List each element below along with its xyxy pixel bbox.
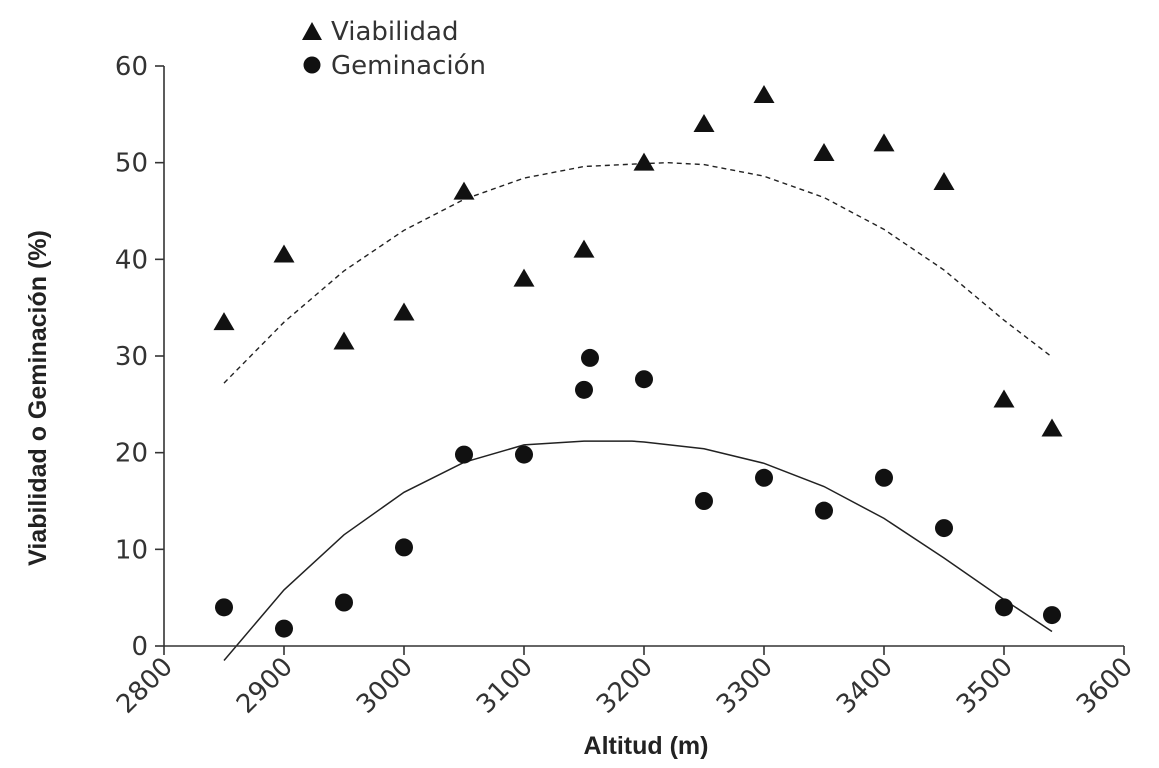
viabilidad-point bbox=[993, 389, 1015, 408]
geminacion-point bbox=[455, 445, 473, 464]
fit-curves bbox=[223, 161, 1053, 661]
y-tick-label: 40 bbox=[115, 245, 148, 275]
geminacion-point bbox=[755, 468, 773, 487]
geminacion-point bbox=[275, 619, 293, 638]
legend-label-viabilidad: Viabilidad bbox=[331, 17, 459, 47]
x-tick-label: 3100 bbox=[471, 652, 539, 720]
x-tick-label: 3600 bbox=[1071, 652, 1139, 720]
viabilidad-point bbox=[813, 143, 835, 161]
viabilidad-point bbox=[453, 181, 475, 200]
geminacion-point bbox=[695, 492, 713, 510]
x-tick-label: 3200 bbox=[591, 652, 659, 720]
x-tick-label: 2900 bbox=[231, 652, 299, 720]
y-axis-title: Viabilidad o Geminación (%) bbox=[24, 230, 52, 566]
geminacion-point bbox=[1043, 606, 1061, 625]
y-tick-label: 10 bbox=[115, 535, 148, 565]
y-axis-ticks: 0 10 20 30 40 50 60 bbox=[115, 52, 164, 662]
viabilidad-point bbox=[933, 172, 955, 190]
x-tick-label: 3500 bbox=[951, 652, 1019, 720]
y-tick-label: 20 bbox=[115, 439, 148, 469]
y-tick-label: 60 bbox=[115, 52, 148, 82]
viabilidad-point bbox=[513, 268, 535, 287]
data-points bbox=[213, 85, 1063, 638]
geminacion-point bbox=[575, 380, 593, 399]
viabilidad-point bbox=[1041, 418, 1063, 437]
legend: Viabilidad Geminación bbox=[302, 17, 486, 81]
legend-marker-geminacion bbox=[303, 56, 321, 74]
geminacion-point bbox=[635, 370, 653, 389]
geminacion-point bbox=[215, 598, 233, 617]
geminacion-point bbox=[815, 501, 833, 520]
viabilidad-point bbox=[873, 133, 895, 152]
x-tick-label: 3400 bbox=[831, 652, 899, 720]
legend-label-geminacion: Geminación bbox=[331, 51, 486, 81]
viabilidad-point bbox=[273, 244, 295, 263]
geminacion-point bbox=[335, 593, 353, 612]
geminacion-point bbox=[515, 445, 533, 464]
viabilidad-point bbox=[693, 114, 715, 132]
viabilidad-point bbox=[573, 239, 595, 258]
x-axis-ticks: 2800 2900 3000 3100 3200 3300 3400 3500 3600 bbox=[111, 646, 1139, 720]
x-tick-label: 3300 bbox=[711, 652, 779, 720]
geminacion-point bbox=[935, 519, 953, 538]
geminacion-point bbox=[395, 538, 413, 557]
viabilidad-point bbox=[213, 312, 235, 331]
y-tick-label: 50 bbox=[115, 149, 148, 179]
viabilidad-point bbox=[393, 302, 415, 321]
x-tick-label: 3000 bbox=[351, 652, 419, 720]
viabilidad-point bbox=[333, 331, 355, 350]
geminacion-point bbox=[875, 468, 893, 487]
viabilidad-point bbox=[753, 85, 775, 103]
fit-curve-geminacion bbox=[223, 440, 1053, 661]
x-axis-title: Altitud (m) bbox=[584, 732, 709, 760]
geminacion-point bbox=[995, 598, 1013, 617]
legend-marker-viabilidad bbox=[302, 22, 322, 40]
y-tick-label: 30 bbox=[115, 342, 148, 372]
y-tick-label: 0 bbox=[131, 632, 148, 662]
geminacion-point bbox=[581, 348, 599, 367]
viabilidad-point bbox=[633, 152, 655, 171]
fit-curve-viabilidad bbox=[223, 161, 1053, 384]
